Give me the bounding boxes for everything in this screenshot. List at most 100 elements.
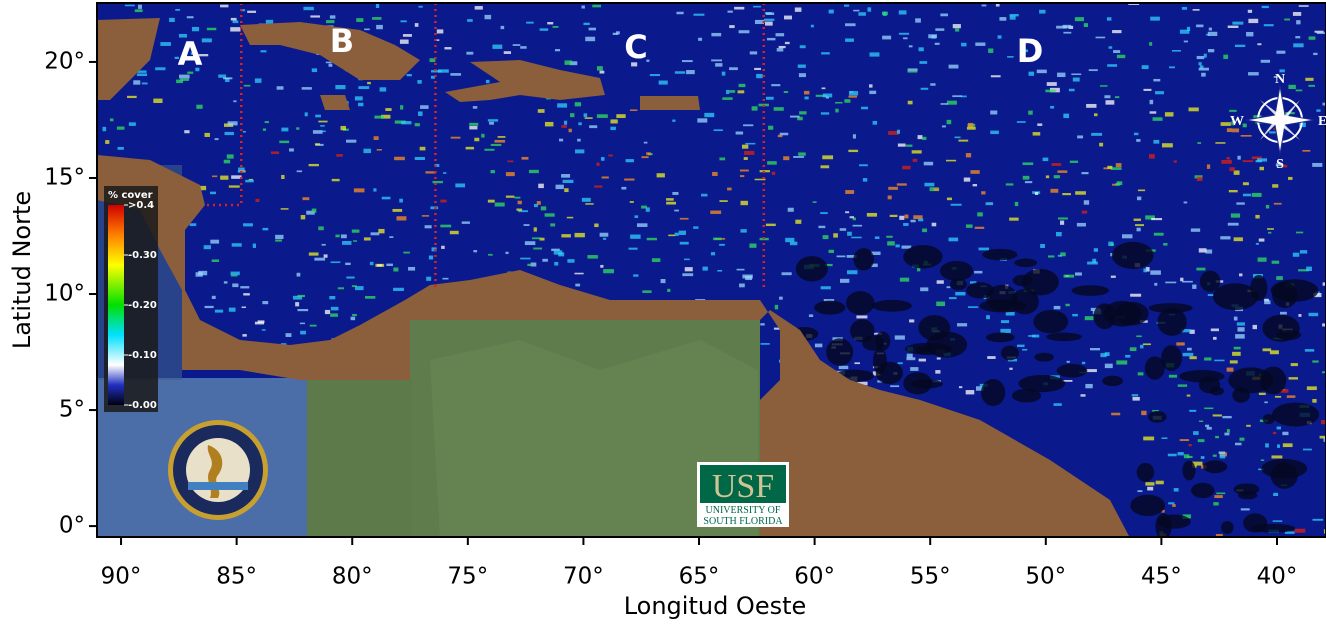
cover-speckle: [196, 104, 203, 109]
cover-speckle: [262, 227, 269, 231]
cover-speckle: [330, 306, 339, 311]
cover-speckle: [1316, 32, 1326, 35]
cover-speckle: [351, 285, 357, 288]
cover-speckle: [702, 266, 708, 271]
cover-speckle: [230, 271, 240, 276]
cover-speckle: [1273, 202, 1282, 205]
cover-speckle: [1206, 164, 1211, 169]
cover-speckle: [1045, 89, 1056, 93]
cover-speckle: [559, 138, 564, 142]
cover-speckle: [596, 114, 608, 118]
cover-speckle: [719, 243, 725, 246]
cover-speckle: [1321, 371, 1326, 374]
cover-speckle: [1072, 77, 1080, 82]
cover-speckle: [400, 20, 407, 23]
cover-speckle: [551, 248, 560, 252]
cover-speckle: [1058, 217, 1068, 220]
cover-speckle: [921, 136, 927, 140]
cover-speckle: [574, 272, 584, 275]
cover-speckle: [378, 228, 385, 234]
cover-speckle: [812, 201, 817, 203]
cover-speckle: [666, 198, 674, 201]
cover-speckle: [1229, 167, 1235, 172]
cover-speckle: [346, 276, 355, 279]
cover-speckle: [381, 196, 391, 200]
colorbar-tick-label: -0.20: [128, 300, 157, 311]
cover-speckle: [990, 110, 998, 115]
cover-speckle: [1207, 31, 1218, 36]
cover-speckle: [1042, 157, 1049, 162]
cover-speckle: [241, 306, 246, 309]
cover-speckle: [928, 34, 938, 39]
cover-speckle: [961, 95, 967, 98]
cover-speckle: [854, 362, 860, 365]
cover-speckle: [354, 96, 363, 101]
cover-speckle: [603, 269, 614, 274]
cover-speckle: [204, 305, 214, 309]
cover-speckle: [736, 268, 745, 271]
cover-speckle: [729, 25, 735, 29]
cover-speckle: [264, 121, 269, 124]
cover-speckle: [417, 80, 422, 84]
cover-speckle: [1145, 482, 1155, 486]
cover-speckle: [484, 148, 495, 151]
cover-speckle: [505, 172, 515, 177]
cover-speckle: [1233, 170, 1240, 175]
cover-speckle: [275, 239, 282, 242]
cover-speckle: [1022, 49, 1029, 53]
cover-speckle: [450, 136, 461, 139]
cover-speckle: [1284, 531, 1295, 534]
cover-speckle: [1141, 65, 1149, 70]
cover-speckle: [544, 213, 555, 217]
cover-speckle: [1104, 352, 1110, 356]
cover-speckle: [224, 131, 234, 136]
no-data-patch: [872, 299, 912, 312]
cover-speckle: [1024, 181, 1033, 184]
cover-speckle: [1312, 518, 1324, 521]
cover-speckle: [1213, 502, 1219, 506]
cover-speckle: [308, 163, 319, 167]
cover-speckle: [1093, 248, 1098, 252]
cover-speckle: [1273, 492, 1279, 497]
cover-speckle: [1032, 334, 1040, 338]
cover-speckle: [279, 140, 290, 144]
cover-speckle: [1114, 96, 1120, 99]
cover-speckle: [845, 190, 855, 194]
cover-speckle: [297, 308, 309, 312]
no-data-patch: [926, 331, 968, 358]
cover-speckle: [828, 9, 834, 14]
cover-speckle: [656, 173, 665, 178]
cover-speckle: [1226, 128, 1232, 133]
cover-speckle: [428, 255, 434, 260]
cover-speckle: [1100, 353, 1107, 358]
cover-speckle: [1110, 275, 1116, 278]
cover-speckle: [1197, 142, 1202, 144]
no-data-patch: [949, 278, 967, 291]
cover-speckle: [1060, 220, 1065, 225]
cover-speckle: [195, 67, 200, 72]
cover-speckle: [1128, 3, 1140, 5]
cover-speckle: [1129, 347, 1137, 352]
cover-speckle: [331, 178, 340, 182]
cover-speckle: [1205, 249, 1213, 254]
cover-speckle: [466, 51, 474, 55]
cover-speckle: [1094, 113, 1098, 117]
cover-speckle: [948, 297, 957, 300]
cover-speckle: [775, 33, 785, 37]
cover-speckle: [634, 215, 639, 218]
cover-speckle: [431, 247, 437, 252]
cover-speckle: [1198, 67, 1209, 71]
cover-speckle: [888, 131, 899, 135]
cover-speckle: [394, 120, 406, 124]
cover-speckle: [1168, 502, 1175, 505]
cover-speckle: [1316, 109, 1321, 112]
cover-speckle: [184, 130, 190, 134]
cover-speckle: [419, 146, 426, 151]
cover-speckle: [117, 146, 124, 150]
cover-speckle: [489, 121, 494, 125]
cover-speckle: [211, 295, 216, 299]
cover-speckle: [710, 210, 722, 214]
cover-speckle: [230, 27, 241, 32]
cover-speckle: [280, 208, 289, 210]
cover-speckle: [425, 171, 436, 174]
